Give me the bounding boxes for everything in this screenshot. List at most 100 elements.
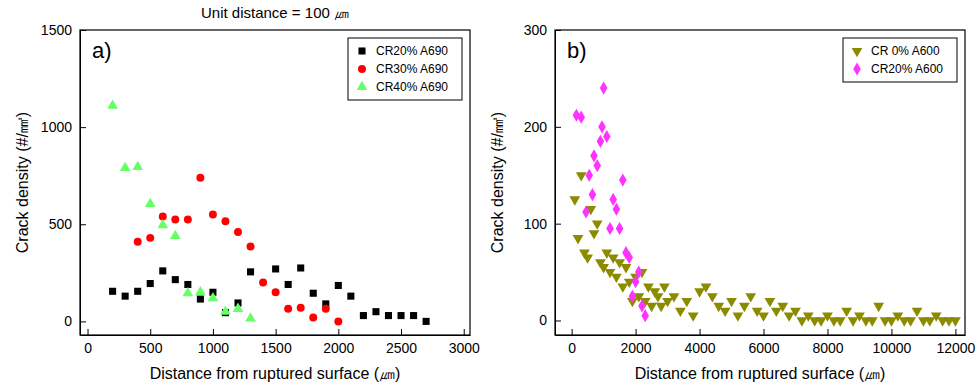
y-tick-label: 0 <box>64 313 72 329</box>
data-point <box>848 317 859 326</box>
x-tick-label: 3000 <box>449 340 480 356</box>
data-point <box>924 317 935 326</box>
data-point <box>309 314 317 322</box>
data-point <box>297 264 304 271</box>
legend-box <box>843 38 957 82</box>
data-point <box>619 173 627 186</box>
data-point <box>873 303 884 312</box>
x-axis: 020004000600080001000012000 <box>556 329 976 356</box>
data-point <box>172 276 179 283</box>
x-tick: 6000 <box>748 329 779 356</box>
data-point <box>886 317 897 326</box>
data-point <box>195 286 206 295</box>
data-point <box>835 317 846 326</box>
legend-label: CR30% A690 <box>376 62 448 76</box>
data-point <box>745 293 756 302</box>
y-tick: 0 <box>539 312 561 328</box>
data-point <box>577 111 585 124</box>
x-tick-label: 12000 <box>936 340 975 356</box>
data-point <box>170 230 181 239</box>
x-tick-label: 1000 <box>198 340 229 356</box>
x-tick: 2500 <box>386 329 417 356</box>
x-tick: 3000 <box>449 329 480 356</box>
data-point <box>247 268 254 275</box>
x-tick: 12000 <box>936 329 975 356</box>
data-point <box>629 290 637 303</box>
series <box>109 264 430 324</box>
x-tick: 0 <box>568 329 576 356</box>
y-tick-mark <box>555 320 561 321</box>
plot-area <box>107 100 429 326</box>
legend-marker <box>852 48 863 57</box>
data-point <box>576 172 587 181</box>
x-tick-label: 0 <box>84 340 92 356</box>
data-point <box>617 283 628 292</box>
data-point <box>335 282 342 289</box>
plot-area <box>569 82 960 327</box>
y-tick-mark <box>555 127 561 128</box>
x-tick-label: 2000 <box>323 340 354 356</box>
y-tick-label: 500 <box>49 216 73 232</box>
data-point <box>423 318 430 325</box>
data-point <box>765 298 776 307</box>
data-point <box>284 305 292 313</box>
x-tick-mark <box>636 329 637 335</box>
legend-marker <box>358 47 365 54</box>
data-point <box>816 317 827 326</box>
y-axis-title: Crack density (#/㎟) <box>489 112 506 253</box>
x-tick: 2000 <box>621 329 652 356</box>
data-point <box>247 243 255 251</box>
panel: 050010001500200025003000050010001500Dist… <box>14 4 480 382</box>
x-tick-label: 6000 <box>748 340 779 356</box>
y-tick: 0 <box>64 313 86 329</box>
y-tick-label: 300 <box>524 22 548 38</box>
series <box>569 172 960 327</box>
plot-frame <box>555 30 965 335</box>
data-point <box>905 317 916 326</box>
data-point <box>107 100 118 109</box>
data-point <box>259 279 267 287</box>
data-point <box>867 317 878 326</box>
data-point <box>625 251 633 264</box>
y-tick-label: 0 <box>539 312 547 328</box>
data-point <box>597 135 605 148</box>
data-point <box>758 313 769 322</box>
data-point <box>784 313 795 322</box>
data-point <box>573 235 584 244</box>
legend: CR 0% A600CR20% A600 <box>843 38 957 82</box>
x-tick-label: 1500 <box>261 340 292 356</box>
data-point <box>569 196 580 205</box>
data-point <box>646 303 657 312</box>
data-point <box>360 312 367 319</box>
y-tick-label: 1500 <box>41 22 72 38</box>
data-point <box>196 174 204 182</box>
x-axis-title: Distance from ruptured surface (㎛) <box>635 365 886 382</box>
data-point <box>777 303 788 312</box>
data-point <box>739 303 750 312</box>
x-tick-label: 10000 <box>872 340 911 356</box>
data-point <box>621 264 632 273</box>
data-point <box>688 313 699 322</box>
x-tick-label: 2500 <box>386 340 417 356</box>
data-point <box>585 169 593 182</box>
data-point <box>184 281 191 288</box>
data-point <box>669 293 680 302</box>
y-axis-line <box>80 31 81 336</box>
data-point <box>589 188 597 201</box>
data-point <box>147 280 154 287</box>
data-point <box>122 293 129 300</box>
x-tick: 500 <box>139 329 163 356</box>
y-tick-label: 1000 <box>41 119 72 135</box>
legend-marker <box>358 65 366 73</box>
x-tick: 8000 <box>812 329 843 356</box>
y-axis-line <box>555 31 556 336</box>
x-tick-mark <box>213 329 214 335</box>
y-tick-mark <box>80 224 86 225</box>
data-point <box>208 292 219 301</box>
data-point <box>653 293 664 302</box>
data-point <box>681 298 692 307</box>
x-tick-mark <box>572 329 573 335</box>
data-point <box>347 293 354 300</box>
y-tick-mark <box>80 30 86 31</box>
data-point <box>694 288 705 297</box>
